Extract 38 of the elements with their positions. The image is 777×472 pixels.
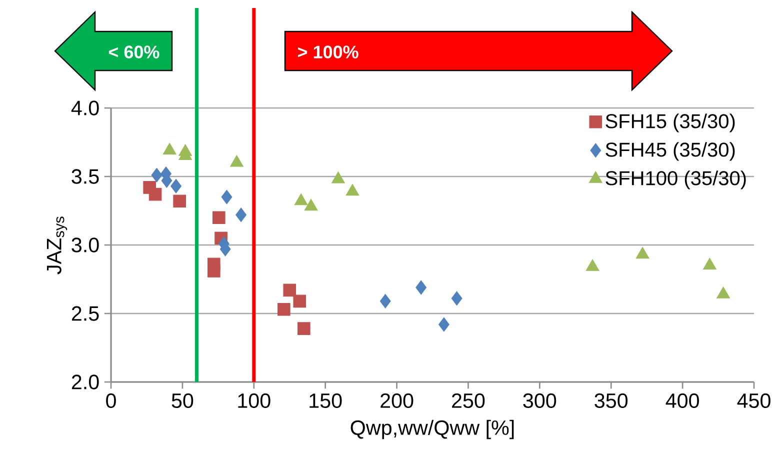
y-tick-label: 2.0 xyxy=(72,374,99,390)
point xyxy=(236,208,247,222)
point xyxy=(416,280,427,295)
y-tick-label: 3.5 xyxy=(72,169,99,184)
y-tick-label: 2.5 xyxy=(72,306,99,321)
point xyxy=(277,302,290,316)
point xyxy=(170,178,182,194)
ref-line-label: < 60% xyxy=(108,46,160,58)
point xyxy=(212,211,226,224)
x-axis-title: Qwp,ww/Qww [%] xyxy=(350,420,514,440)
point xyxy=(221,190,232,204)
point xyxy=(298,322,310,335)
legend-label: SFH45 (35/30) xyxy=(606,142,735,161)
x-tick-label: 150 xyxy=(310,393,342,408)
point xyxy=(151,168,162,182)
x-tick-label: 50 xyxy=(172,393,194,408)
point xyxy=(173,194,186,208)
point xyxy=(438,317,450,332)
legend-label: SFH15 (35/30) xyxy=(606,114,735,132)
y-tick-label: 4.0 xyxy=(71,100,99,116)
legend-label: SFH100 (35/30) xyxy=(606,170,746,190)
ref-line-label: > 100% xyxy=(298,46,358,58)
x-tick-label: 250 xyxy=(452,393,485,408)
point xyxy=(283,284,296,297)
point xyxy=(148,188,162,201)
point xyxy=(207,264,220,278)
point xyxy=(451,291,462,306)
x-tick-label: 400 xyxy=(666,393,699,408)
y-tick-label: 3.0 xyxy=(72,238,99,252)
x-tick-label: 0 xyxy=(106,393,116,408)
y-axis-title: JAZ$_{sys}$ xyxy=(46,216,68,274)
point xyxy=(380,294,391,308)
x-tick-label: 350 xyxy=(594,393,628,408)
x-tick-label: 100 xyxy=(238,393,270,408)
x-tick-label: 300 xyxy=(523,393,556,408)
x-tick-label: 450 xyxy=(737,393,770,408)
point xyxy=(293,294,306,308)
x-tick-label: 200 xyxy=(380,393,414,408)
